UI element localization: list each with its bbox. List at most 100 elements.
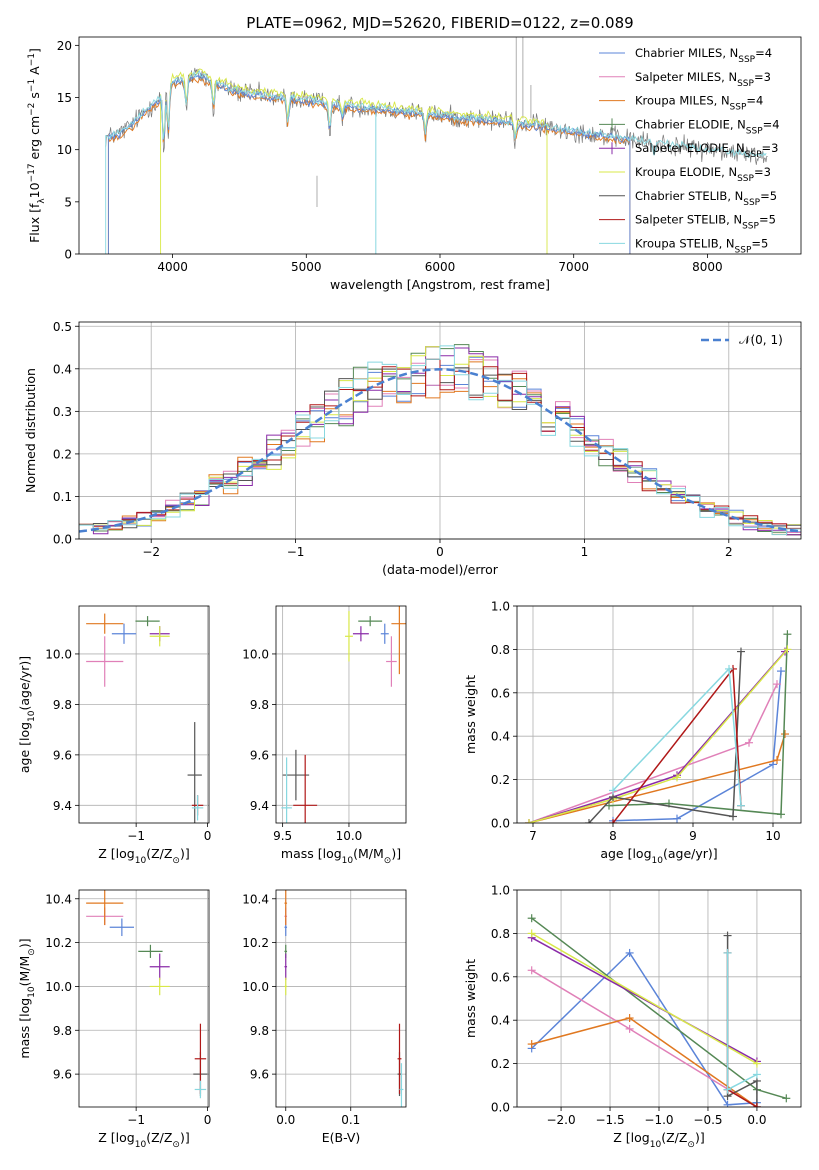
age_vs_Z-xlabel-part: )] [180, 846, 190, 861]
legend-label-part: Chabrier STELIB, N [635, 189, 743, 203]
spectrum-ylabel-part: −1 [27, 53, 37, 66]
spectrum-ytick-label: 20 [57, 39, 72, 53]
weight_vs_Z-ytick-label: 1.0 [491, 884, 510, 898]
residual-histogram-step [79, 345, 801, 539]
residuals-xtick-label: −2 [142, 545, 160, 559]
mass_vs_ebv-xlabel-part: E(B-V) [322, 1130, 361, 1145]
model-spectrum-line [160, 68, 548, 254]
spectrum-panel: 4000 5000 6000 7000 8000 0 5 10 15 20 wavelength [… [27, 36, 802, 292]
mass_vs_Z-ylabel: mass [log10(M/M⊙)] [17, 938, 37, 1058]
weight_vs_Z-plot-area [527, 914, 791, 1107]
age_vs_Z-xlabel: Z [log10(Z/Z⊙)] [98, 846, 189, 866]
age_vs_Z-ylabel-part: 10 [27, 710, 37, 722]
weight_vs_Z-ytick-label: 0.2 [491, 1057, 510, 1071]
spectrum-frame [78, 36, 802, 255]
legend-label-part: Chabrier ELODIE, N [635, 117, 746, 131]
model-spectrum-line [105, 69, 767, 254]
age_vs_mass-xlabel-part: 10 [342, 856, 354, 866]
weight_vs_age-xlabel-part: age [log [600, 846, 651, 861]
spectrum-xtick-label: 6000 [425, 260, 456, 274]
age_vs_Z-panel: −1 09.49.69.810.0Z [log10(Z/Z⊙)]age [log1… [17, 605, 211, 866]
mass_vs_Z-ytick-label: 9.6 [53, 1068, 72, 1082]
legend-label-part: SSP [743, 198, 760, 208]
residuals-ytick-label: 0.1 [53, 490, 72, 504]
weight_vs_age-ylabel: mass weight [463, 675, 478, 754]
residuals-ytick-label: 0.2 [53, 447, 72, 461]
age_vs_Z-ylabel: age [log10(age/yr)] [17, 656, 37, 773]
legend-label-part: Salpeter ELODIE, N [635, 141, 745, 155]
legend-label-part: =4 [746, 94, 763, 108]
mass_vs_Z-ylabel-part: (M/M [17, 956, 32, 987]
weight_vs_Z-frame [516, 889, 802, 1108]
weight_vs_age-xlabel-part: (age/yr)] [663, 846, 718, 861]
mass_vs_Z-xtick-label: 0 [204, 1113, 212, 1127]
age_vs_mass-ytick-label: 9.4 [250, 799, 269, 813]
residuals-xlabel: (data-model)/error [382, 562, 499, 577]
legend-label: Kroupa STELIB, NSSP=5 [635, 236, 768, 255]
legend-label-part: =4 [763, 117, 780, 131]
age_vs_Z-frame [78, 605, 210, 824]
weight_vs_Z-xlabel-part: (Z/Z [661, 1130, 687, 1145]
age_vs_mass-xlabel-part: )] [391, 846, 401, 861]
legend-label: Salpeter MILES, NSSP=3 [635, 70, 771, 89]
age_vs_mass-panel: 9.5 10.0 9.4 9.6 9.8 10.0 mass [log10(M/M⊙)] [242, 605, 407, 866]
spectrum-ytick-label: 5 [64, 195, 72, 209]
mass_vs_ebv-ytick-label: 10.2 [242, 936, 269, 950]
residuals-xlabel-part: (data-model)/error [382, 562, 499, 577]
age_vs_Z-xlabel-part: (Z/Z [146, 846, 172, 861]
spectrum-xtick-label: 4000 [157, 260, 188, 274]
legend-label-part: Kroupa MILES, N [635, 94, 730, 108]
legend-label-part: =3 [754, 165, 771, 179]
age_vs_mass-xlabel: mass [log10(M/M⊙)] [281, 846, 401, 866]
legend-label-part: Kroupa STELIB, N [635, 236, 735, 250]
mass_vs_ebv-plot-area [284, 890, 404, 1107]
legend-label-part: Salpeter MILES, N [635, 70, 737, 84]
weight_vs_Z-xlabel-part: )] [695, 1130, 705, 1145]
weight-series-line [531, 937, 758, 1063]
weight_vs_age-xtick-label: 7 [529, 829, 537, 843]
weight_vs_Z-xtick-label: −1.5 [595, 1113, 624, 1127]
residuals-frame [78, 321, 802, 540]
weight_vs_age-ytick-label: 0.2 [491, 773, 510, 787]
residuals-ytick-label: 0.5 [53, 320, 72, 334]
spectrum-ylabel: Flux [fλ10−17 erg cm−2 s−1 A−1] [27, 48, 47, 243]
mass_vs_ebv-ytick-label: 10.4 [242, 892, 269, 906]
weight-series-line [608, 634, 789, 816]
residuals-xtick-label: 2 [725, 545, 733, 559]
residuals-ytick-label: 0.0 [53, 533, 72, 547]
age_vs_mass-ytick-label: 9.6 [250, 748, 269, 762]
mass_vs_Z-xlabel-part: Z [log [98, 1130, 134, 1145]
spectrum-xtick-label: 8000 [692, 260, 723, 274]
age_vs_Z-xlabel-part: ⊙ [172, 856, 180, 866]
age_vs_Z-xlabel-part: Z [log [98, 846, 134, 861]
residuals-xtick-label: −1 [287, 545, 305, 559]
age_vs_mass-frame [275, 605, 407, 824]
residuals-ylabel-part: Normed distribution [23, 368, 38, 493]
weight_vs_Z-panel: −2.0 −1.5 −1.0 −0.5 0.0 0.0 0.2 0.4 0.6 0.8 1.0 Z [… [463, 884, 802, 1150]
age_vs_Z-ytick-label: 9.8 [53, 698, 72, 712]
legend-label-part: SSP [745, 150, 762, 160]
spectrum-ylabel-part: −1 [27, 79, 37, 92]
weight_vs_Z-ylabel: mass weight [463, 959, 478, 1038]
spectrum-ytick-label: 10 [57, 143, 72, 157]
mass_vs_Z-plot-area [86, 890, 208, 1099]
mass_vs_Z-ytick-label: 9.8 [53, 1024, 72, 1038]
weight_vs_Z-ytick-label: 0.0 [491, 1101, 510, 1115]
weight_vs_age-ytick-label: 0.8 [491, 643, 510, 657]
weight_vs_Z-ylabel-part: mass weight [463, 959, 478, 1038]
mass_vs_ebv-xtick-label: 0.0 [276, 1113, 295, 1127]
age_vs_Z-xlabel-part: 10 [135, 856, 147, 866]
weight-series-line [528, 651, 786, 823]
mass_vs_Z-ytick-label: 10.2 [45, 936, 72, 950]
spectrum-ylabel-part: −2 [27, 103, 37, 116]
spectrum-ylabel-part: ] [27, 48, 42, 53]
mass_vs_Z-xtick-label: −1 [127, 1113, 145, 1127]
weight_vs_age-plot-area [525, 630, 792, 823]
mass_vs_Z-ylabel-part: )] [17, 938, 32, 948]
residuals-xtick-label: 0 [436, 545, 444, 559]
weight_vs_Z-ytick-label: 0.8 [491, 927, 510, 941]
mass_vs_ebv-ytick-label: 9.8 [250, 1024, 269, 1038]
weight_vs_age-ytick-label: 0.4 [491, 730, 510, 744]
weight_vs_age-xtick-label: 9 [689, 829, 697, 843]
weight_vs_age-xlabel: age [log10(age/yr)] [600, 846, 717, 866]
